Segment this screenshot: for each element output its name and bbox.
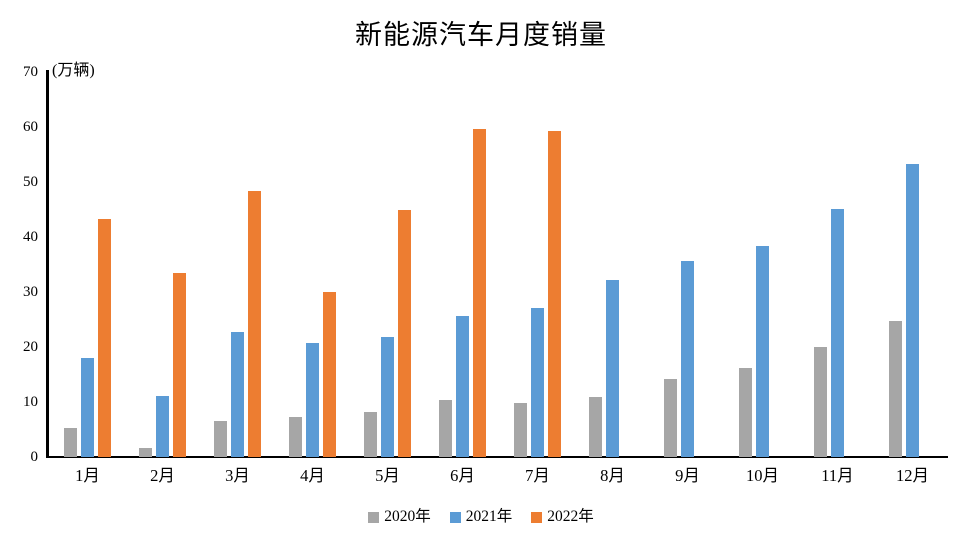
legend-label: 2021年 bbox=[465, 508, 513, 525]
y-tick-label: 30 bbox=[23, 283, 38, 300]
legend-item: 2020年 bbox=[368, 507, 431, 527]
legend-swatch bbox=[368, 511, 380, 523]
y-tick-label: 70 bbox=[23, 63, 38, 80]
chart-title: 新能源汽车月度销量 bbox=[355, 20, 607, 50]
x-tick-label: 11月 bbox=[821, 466, 854, 485]
bar bbox=[889, 321, 902, 457]
bar bbox=[531, 308, 544, 457]
legend-item: 2022年 bbox=[531, 507, 594, 527]
bar bbox=[906, 164, 919, 457]
bar bbox=[381, 337, 394, 457]
bar bbox=[739, 368, 752, 457]
legend-swatch bbox=[531, 511, 543, 523]
y-tick-label: 20 bbox=[23, 338, 38, 355]
x-tick-label: 8月 bbox=[600, 466, 625, 485]
x-tick-label: 4月 bbox=[300, 466, 325, 485]
x-tick-label: 2月 bbox=[150, 466, 175, 485]
x-tick-label: 10月 bbox=[746, 466, 779, 485]
x-tick-label: 5月 bbox=[375, 466, 400, 485]
legend-label: 2022年 bbox=[547, 508, 594, 525]
bar bbox=[548, 131, 561, 457]
y-tick-label: 10 bbox=[23, 393, 38, 410]
x-tick-label: 3月 bbox=[225, 466, 250, 485]
y-tick-label: 60 bbox=[23, 118, 38, 135]
x-tick-label: 9月 bbox=[675, 466, 700, 485]
bar bbox=[606, 280, 619, 457]
y-axis-line bbox=[46, 70, 49, 458]
bar bbox=[173, 273, 186, 457]
bar bbox=[398, 210, 411, 457]
bar bbox=[814, 347, 827, 457]
bar bbox=[756, 246, 769, 457]
bar bbox=[323, 292, 336, 457]
bar bbox=[306, 343, 319, 457]
bar bbox=[681, 261, 694, 457]
bar bbox=[214, 421, 227, 457]
bar bbox=[139, 448, 152, 457]
legend-swatch bbox=[449, 511, 461, 523]
x-tick-label: 1月 bbox=[75, 466, 100, 485]
bar bbox=[589, 397, 602, 457]
bar bbox=[473, 129, 486, 457]
bar bbox=[231, 332, 244, 457]
bar bbox=[456, 316, 469, 457]
bar bbox=[289, 417, 302, 457]
legend-item: 2021年 bbox=[449, 507, 513, 527]
x-axis-line bbox=[46, 455, 948, 459]
bar bbox=[98, 219, 111, 457]
bar bbox=[81, 358, 94, 457]
y-tick-label: 40 bbox=[23, 228, 38, 245]
legend-label: 2020年 bbox=[384, 508, 431, 525]
bar bbox=[664, 379, 677, 457]
y-tick-label: 50 bbox=[23, 173, 38, 190]
bar bbox=[514, 403, 527, 457]
bar bbox=[364, 412, 377, 457]
bar bbox=[248, 191, 261, 457]
legend: 2020年 2021年 2022年 bbox=[0, 507, 962, 527]
y-tick-label: 0 bbox=[30, 448, 39, 465]
bar bbox=[64, 428, 77, 457]
x-tick-label: 6月 bbox=[450, 466, 475, 485]
y-axis-unit-label: (万辆) bbox=[52, 62, 95, 79]
bar bbox=[156, 396, 169, 457]
x-tick-label: 7月 bbox=[525, 466, 550, 485]
bar bbox=[439, 400, 452, 457]
x-tick-label: 12月 bbox=[896, 466, 929, 485]
bar bbox=[831, 209, 844, 457]
